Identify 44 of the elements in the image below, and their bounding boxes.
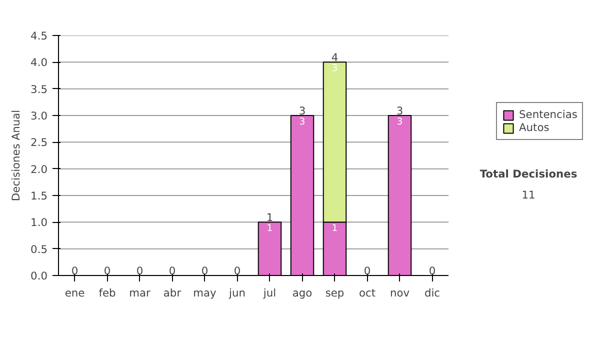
- data-label: 1: [266, 223, 273, 234]
- y-tick-label: 2.5: [30, 136, 48, 150]
- x-tick-label: dic: [424, 286, 440, 300]
- legend-label: Sentencias: [519, 108, 578, 121]
- total-label: 1: [266, 211, 274, 224]
- y-tick-label: 3.5: [30, 82, 48, 96]
- x-tick-label: feb: [98, 286, 116, 300]
- total-label: 0: [234, 264, 241, 278]
- total-label: 0: [428, 264, 436, 278]
- total-label: 0: [71, 264, 78, 278]
- text: 11: [522, 188, 536, 202]
- x-tick-label: mar: [129, 286, 152, 300]
- total-label: 3: [396, 104, 404, 118]
- x-tick-label: sep: [325, 286, 344, 300]
- x-tick-label: abr: [163, 286, 182, 300]
- total-label: 0: [136, 264, 144, 278]
- y-tick-label: 1.5: [30, 190, 48, 202]
- total-label: 0: [168, 264, 176, 278]
- data-label: 3: [299, 116, 306, 128]
- x-tick-label: jul: [262, 286, 276, 300]
- data-label: 3: [396, 116, 403, 128]
- y-tick-label: 1.0: [30, 216, 48, 230]
- y-tick-label: 0.0: [30, 270, 48, 282]
- data-label: 3: [332, 63, 338, 74]
- y-tick-label: 3.0: [30, 110, 48, 122]
- x-tick-label: oct: [358, 286, 376, 300]
- x-tick-label: ene: [64, 286, 85, 300]
- total-label: 3: [298, 104, 306, 118]
- total-label: 4: [331, 51, 338, 64]
- total-label: 0: [201, 264, 208, 278]
- x-tick-label: nov: [390, 286, 410, 300]
- x-tick-label: ago: [292, 286, 312, 300]
- y-tick-label: 4.0: [30, 56, 48, 70]
- x-tick-label: jun: [228, 286, 246, 300]
- y-tick-label: 0.5: [30, 242, 48, 256]
- text: Total Decisiones: [480, 168, 578, 180]
- data-label: 1: [332, 223, 338, 234]
- total-label: 0: [104, 264, 111, 278]
- y-tick-label: 2.0: [30, 162, 48, 176]
- legend-label: Autos: [519, 121, 550, 134]
- total-label: 0: [364, 264, 371, 278]
- y-tick-label: 4.5: [30, 30, 48, 42]
- x-tick-label: may: [193, 286, 216, 300]
- y-axis-title: Decisiones Anual: [10, 110, 23, 202]
